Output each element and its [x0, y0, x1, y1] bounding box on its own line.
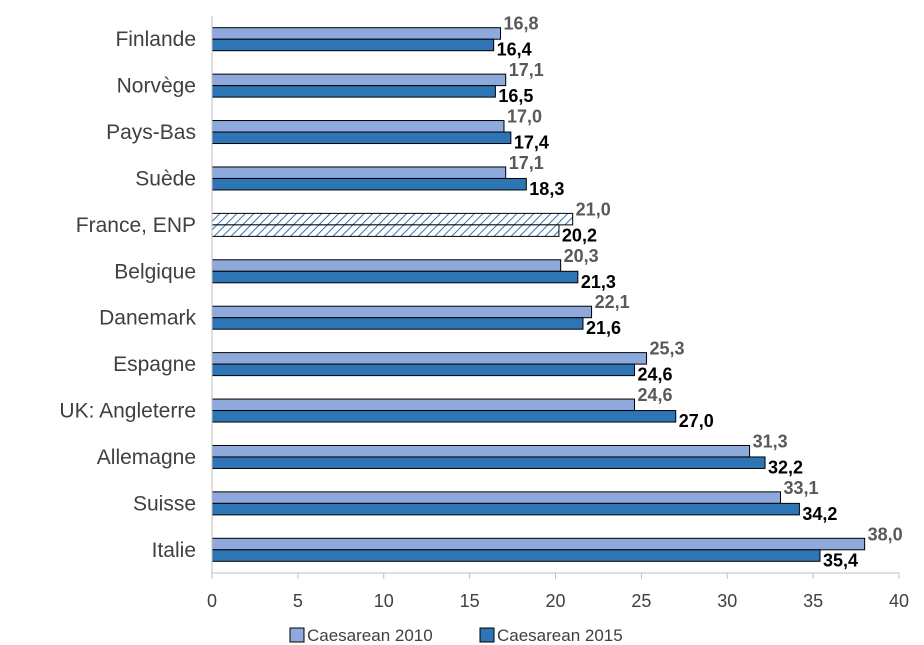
- x-tick-label: 40: [889, 591, 909, 611]
- category-label-finlande: Finlande: [115, 28, 196, 51]
- bar-2010-belgique: [211, 259, 562, 272]
- legend-label-2010: Caesarean 2010: [307, 626, 433, 645]
- bar-2010-italie: [211, 537, 866, 551]
- bar-2015-danemark: [211, 317, 584, 330]
- labels-layer: Finlande 16,8 16,4 Norvège 17,1 16,5 Pays-Bas 1…: [59, 14, 902, 571]
- category-label-danemark: Danemark: [99, 307, 196, 330]
- bar-2010-norvege: [211, 73, 507, 87]
- category-label-italie: Italie: [152, 539, 196, 562]
- bar-2015-suede: [211, 177, 527, 191]
- value-label-2010-norvege: 17,1: [509, 60, 544, 80]
- x-tick-label: 5: [293, 591, 303, 611]
- bar-2010-uk-angleterre: [211, 398, 636, 412]
- value-label-2015-allemagne: 32,2: [768, 457, 803, 477]
- value-label-2015-uk-angleterre: 27,0: [679, 411, 714, 431]
- category-label-norvege: Norvège: [117, 75, 196, 98]
- value-label-2015-finlande: 16,4: [497, 40, 532, 60]
- bar-2010-france-enp: [211, 212, 574, 226]
- bars-layer: [211, 27, 866, 562]
- value-label-2015-danemark: 21,6: [586, 318, 621, 338]
- value-label-2015-belgique: 21,3: [581, 272, 616, 292]
- bar-2010-allemagne: [211, 444, 751, 458]
- value-label-2010-uk-angleterre: 24,6: [638, 385, 673, 405]
- value-label-2010-suede: 17,1: [509, 153, 544, 173]
- x-tick-label: 35: [803, 591, 823, 611]
- bar-2015-suisse: [211, 502, 800, 516]
- value-label-2015-italie: 35,4: [823, 550, 858, 570]
- value-label-2010-italie: 38,0: [868, 524, 903, 544]
- category-label-pays-bas: Pays-Bas: [106, 121, 196, 144]
- value-label-2015-espagne: 24,6: [638, 365, 673, 385]
- value-label-2015-norvege: 16,5: [498, 86, 533, 106]
- category-label-allemagne: Allemagne: [97, 446, 196, 469]
- legend-label-2015: Caesarean 2015: [497, 626, 623, 645]
- bar-2015-norvege: [211, 85, 496, 98]
- value-label-2010-suisse: 33,1: [783, 478, 818, 498]
- value-label-2010-finlande: 16,8: [504, 14, 539, 34]
- x-tick-label: 10: [374, 591, 394, 611]
- value-label-2015-suisse: 34,2: [802, 504, 837, 524]
- value-label-2010-belgique: 20,3: [564, 246, 599, 266]
- bar-2015-france-enp: [211, 224, 560, 237]
- bar-2015-allemagne: [211, 456, 766, 469]
- category-label-suisse: Suisse: [133, 492, 196, 515]
- x-tick-label: 0: [207, 591, 217, 611]
- x-axis: 0 5 10 15 20 25 30 35 40: [207, 573, 909, 611]
- value-label-2010-espagne: 25,3: [650, 339, 685, 359]
- legend: Caesarean 2010 Caesarean 2015: [289, 626, 623, 645]
- x-tick-label: 30: [717, 591, 737, 611]
- bar-2010-danemark: [211, 305, 593, 319]
- category-label-suede: Suède: [135, 167, 196, 190]
- category-label-uk-angleterre: UK: Angleterre: [59, 400, 196, 423]
- bar-2015-belgique: [211, 270, 579, 284]
- legend-swatch-2010: [289, 627, 305, 643]
- value-label-2015-suede: 18,3: [529, 179, 564, 199]
- legend-swatch-2015: [479, 627, 495, 643]
- x-tick-label: 15: [460, 591, 480, 611]
- bar-2010-suede: [211, 166, 507, 179]
- value-label-2010-france-enp: 21,0: [576, 199, 611, 219]
- bar-2015-uk-angleterre: [211, 410, 677, 423]
- category-label-espagne: Espagne: [113, 353, 196, 376]
- bar-2015-finlande: [211, 38, 495, 52]
- value-label-2010-allemagne: 31,3: [753, 431, 788, 451]
- category-label-france-enp: France, ENP: [76, 214, 196, 237]
- x-tick-label: 25: [631, 591, 651, 611]
- bar-2010-espagne: [211, 352, 648, 365]
- value-label-2010-danemark: 22,1: [595, 292, 630, 312]
- bar-2010-pays-bas: [211, 120, 505, 133]
- value-label-2010-pays-bas: 17,0: [507, 107, 542, 127]
- category-label-belgique: Belgique: [114, 260, 196, 283]
- value-label-2015-pays-bas: 17,4: [514, 133, 549, 153]
- bar-2015-pays-bas: [211, 131, 512, 145]
- value-label-2015-france-enp: 20,2: [562, 225, 597, 245]
- bar-2010-finlande: [211, 27, 502, 40]
- bar-2015-espagne: [211, 363, 636, 377]
- bar-2015-italie: [211, 549, 821, 562]
- x-tick-label: 20: [545, 591, 565, 611]
- bar-2010-suisse: [211, 491, 781, 504]
